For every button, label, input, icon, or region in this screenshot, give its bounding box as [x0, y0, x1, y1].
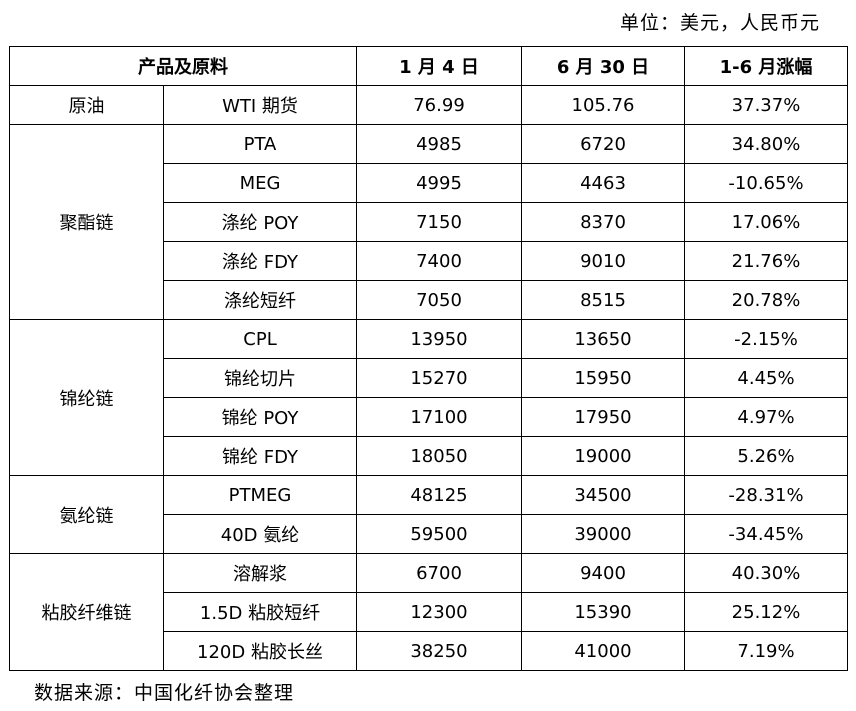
change-value-cell: -34.45% — [684, 514, 848, 554]
jun30-value-cell: 15390 — [521, 592, 685, 632]
jun30-value-cell: 6720 — [521, 124, 685, 164]
table-row: 涤纶 FDY 7400 9010 21.76% — [10, 241, 848, 281]
header-change: 1-6 月涨幅 — [684, 46, 848, 86]
change-value-cell: 5.26% — [684, 436, 848, 476]
jan4-value-cell: 76.99 — [356, 85, 522, 125]
jun30-value-cell: 8515 — [521, 280, 685, 320]
jun30-value-cell: 34500 — [521, 475, 685, 515]
table-row: MEG 4995 4463 -10.65% — [10, 163, 848, 203]
jan4-value-cell: 38250 — [356, 631, 522, 671]
jan4-value-cell: 13950 — [356, 319, 522, 359]
change-value-cell: -10.65% — [684, 163, 848, 203]
jan4-value-cell: 4985 — [356, 124, 522, 164]
change-value-cell: 25.12% — [684, 592, 848, 632]
table-row: 40D 氨纶 59500 39000 -34.45% — [10, 514, 848, 554]
source-note: 数据来源：中国化纤协会整理 — [34, 682, 295, 704]
change-value-cell: 20.78% — [684, 280, 848, 320]
change-value-cell: 4.45% — [684, 358, 848, 398]
header-product: 产品及原料 — [9, 46, 357, 86]
product-cell: 120D 粘胶长丝 — [163, 631, 357, 671]
table-body: 原油 WTI 期货 76.99 105.76 37.37% 聚酯链 PTA 4985 6720 3… — [9, 85, 848, 671]
jun30-value-cell: 41000 — [521, 631, 685, 671]
change-value-cell: -2.15% — [684, 319, 848, 359]
change-value-cell: -28.31% — [684, 475, 848, 515]
product-cell: WTI 期货 — [163, 85, 357, 125]
table-row: 锦纶切片 15270 15950 4.45% — [10, 358, 848, 398]
table-row: 涤纶 POY 7150 8370 17.06% — [10, 202, 848, 242]
product-cell: 锦纶 POY — [163, 397, 357, 437]
change-value-cell: 7.19% — [684, 631, 848, 671]
group-name-cell: 原油 — [9, 85, 164, 125]
change-value-cell: 4.97% — [684, 397, 848, 437]
table-row: 粘胶纤维链 溶解浆 6700 9400 40.30% — [9, 553, 848, 671]
table-row: 涤纶短纤 7050 8515 20.78% — [10, 280, 848, 320]
product-cell: CPL — [163, 319, 357, 359]
jan4-value-cell: 7150 — [356, 202, 522, 242]
jan4-value-cell: 17100 — [356, 397, 522, 437]
table-row: 锦纶 FDY 18050 19000 5.26% — [10, 436, 848, 476]
product-cell: MEG — [163, 163, 357, 203]
jun30-value-cell: 8370 — [521, 202, 685, 242]
header-jun30: 6 月 30 日 — [521, 46, 685, 86]
group-name-cell: 粘胶纤维链 — [9, 553, 164, 671]
jun30-value-cell: 13650 — [521, 319, 685, 359]
jan4-value-cell: 4995 — [356, 163, 522, 203]
product-cell: 1.5D 粘胶短纤 — [163, 592, 357, 632]
header-jan4: 1 月 4 日 — [356, 46, 522, 86]
group-name-cell: 锦纶链 — [9, 319, 164, 476]
product-cell: 涤纶 POY — [163, 202, 357, 242]
change-value-cell: 17.06% — [684, 202, 848, 242]
change-value-cell: 21.76% — [684, 241, 848, 281]
jun30-value-cell: 15950 — [521, 358, 685, 398]
table-row: 氨纶链 PTMEG 48125 34500 -28.31% — [9, 475, 848, 554]
product-cell: PTA — [163, 124, 357, 164]
table-header-row: 产品及原料 1 月 4 日 6 月 30 日 1-6 月涨幅 — [9, 46, 848, 86]
jan4-value-cell: 15270 — [356, 358, 522, 398]
change-value-cell: 34.80% — [684, 124, 848, 164]
product-cell: 锦纶切片 — [163, 358, 357, 398]
product-cell: 40D 氨纶 — [163, 514, 357, 554]
jun30-value-cell: 9010 — [521, 241, 685, 281]
price-table: 产品及原料 1 月 4 日 6 月 30 日 1-6 月涨幅 原油 WTI 期货 7… — [9, 46, 848, 671]
group-name-cell: 氨纶链 — [9, 475, 164, 554]
jun30-value-cell: 4463 — [521, 163, 685, 203]
jan4-value-cell: 18050 — [356, 436, 522, 476]
jun30-value-cell: 9400 — [521, 553, 685, 593]
jan4-value-cell: 6700 — [356, 553, 522, 593]
jan4-value-cell: 59500 — [356, 514, 522, 554]
jan4-value-cell: 7050 — [356, 280, 522, 320]
jun30-value-cell: 17950 — [521, 397, 685, 437]
jan4-value-cell: 7400 — [356, 241, 522, 281]
jun30-value-cell: 19000 — [521, 436, 685, 476]
table-row: 原油 WTI 期货 76.99 105.76 37.37% — [9, 85, 848, 125]
jun30-value-cell: 39000 — [521, 514, 685, 554]
table-row: 锦纶 POY 17100 17950 4.97% — [10, 397, 848, 437]
product-cell: 溶解浆 — [163, 553, 357, 593]
jun30-value-cell: 105.76 — [521, 85, 685, 125]
group-name-cell: 聚酯链 — [9, 124, 164, 320]
product-cell: 涤纶 FDY — [163, 241, 357, 281]
change-value-cell: 37.37% — [684, 85, 848, 125]
table-row: 120D 粘胶长丝 38250 41000 7.19% — [10, 631, 848, 671]
product-cell: PTMEG — [163, 475, 357, 515]
jan4-value-cell: 48125 — [356, 475, 522, 515]
change-value-cell: 40.30% — [684, 553, 848, 593]
unit-note: 单位：美元，人民币元 — [619, 12, 820, 34]
jan4-value-cell: 12300 — [356, 592, 522, 632]
table-row: 锦纶链 CPL 13950 13650 -2.15% — [9, 319, 848, 476]
table-row: 聚酯链 PTA 4985 6720 34.80% — [9, 124, 848, 320]
product-cell: 涤纶短纤 — [163, 280, 357, 320]
product-cell: 锦纶 FDY — [163, 436, 357, 476]
